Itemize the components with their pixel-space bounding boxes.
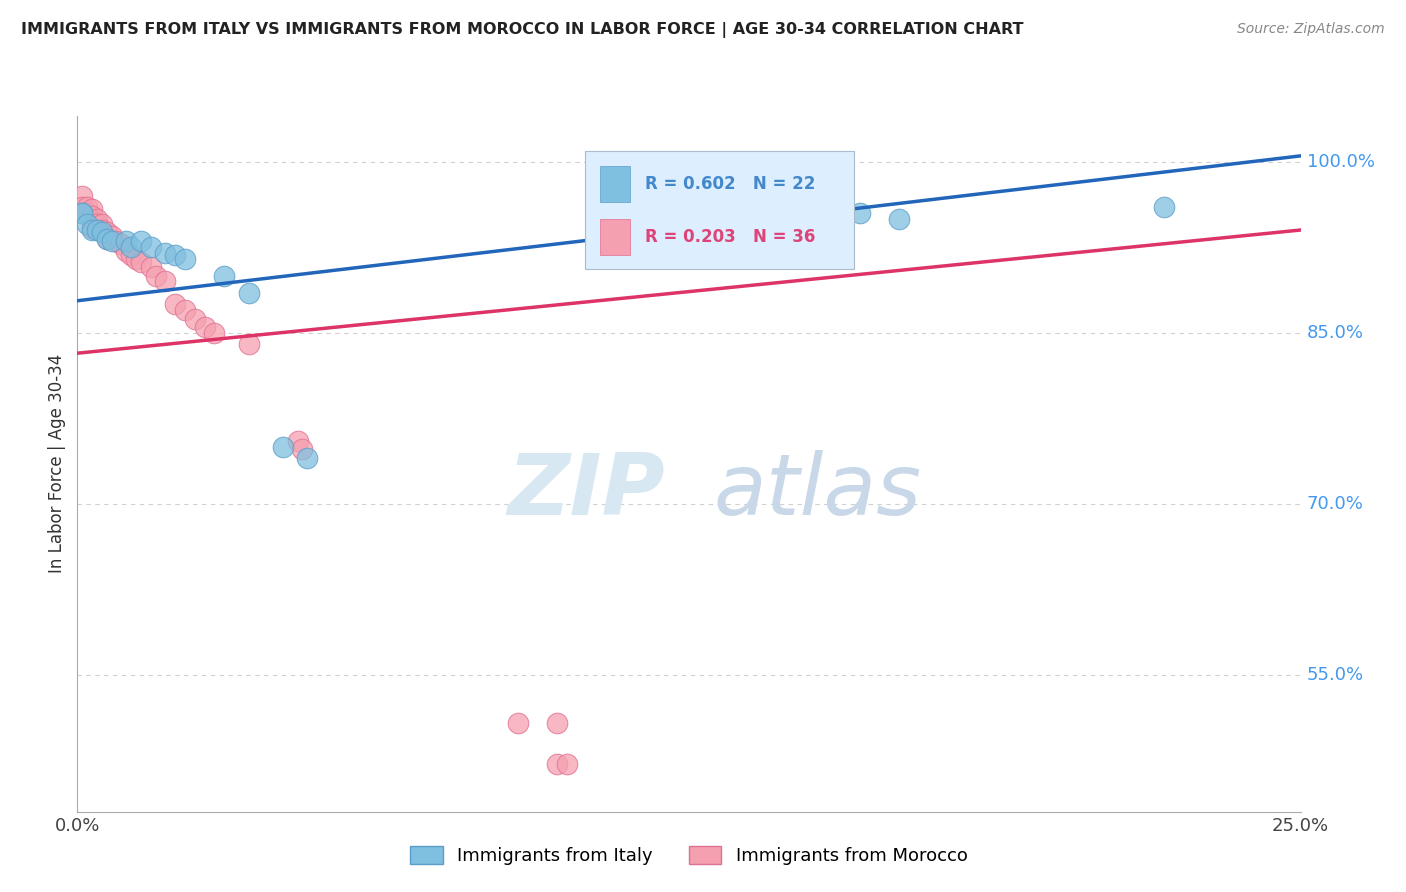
Point xyxy=(546,715,568,730)
Point xyxy=(76,217,98,231)
Point xyxy=(506,715,529,730)
Point xyxy=(297,451,319,466)
Text: 85.0%: 85.0% xyxy=(1306,324,1364,342)
Point xyxy=(139,240,162,254)
Point xyxy=(193,320,215,334)
Point xyxy=(238,337,260,351)
Point xyxy=(271,440,294,454)
Text: Source: ZipAtlas.com: Source: ZipAtlas.com xyxy=(1237,22,1385,37)
Point xyxy=(155,274,177,288)
Point xyxy=(90,217,112,231)
Point xyxy=(115,244,138,258)
Text: ZIP: ZIP xyxy=(506,450,665,533)
Point xyxy=(70,189,93,203)
Point xyxy=(86,223,108,237)
FancyBboxPatch shape xyxy=(585,151,853,269)
Point xyxy=(174,252,197,266)
Text: 55.0%: 55.0% xyxy=(1306,665,1364,684)
Point xyxy=(174,302,197,317)
Point xyxy=(202,326,225,340)
Point xyxy=(86,217,108,231)
Point xyxy=(238,285,260,300)
Point xyxy=(849,206,872,220)
Point xyxy=(100,235,122,249)
Point xyxy=(129,235,152,249)
Point xyxy=(291,442,314,456)
Point xyxy=(889,211,911,226)
Text: atlas: atlas xyxy=(713,450,921,533)
Point xyxy=(1153,200,1175,214)
Point xyxy=(80,202,103,217)
Point xyxy=(212,268,235,283)
Point xyxy=(129,255,152,269)
Point xyxy=(105,235,128,249)
Point xyxy=(115,235,138,249)
Point xyxy=(110,236,132,251)
Text: 70.0%: 70.0% xyxy=(1306,495,1364,513)
Point xyxy=(555,756,578,771)
Point xyxy=(165,248,187,262)
Point xyxy=(80,214,103,228)
Point xyxy=(100,228,122,243)
Point xyxy=(120,240,142,254)
Point xyxy=(70,206,93,220)
Point xyxy=(76,206,98,220)
Point xyxy=(70,206,93,220)
Point xyxy=(165,297,187,311)
Point xyxy=(287,434,309,448)
Point xyxy=(80,220,103,235)
Point xyxy=(76,200,98,214)
Text: R = 0.203   N = 36: R = 0.203 N = 36 xyxy=(645,228,815,246)
Point xyxy=(86,211,108,226)
Point xyxy=(96,232,118,246)
Point xyxy=(145,268,167,283)
Legend: Immigrants from Italy, Immigrants from Morocco: Immigrants from Italy, Immigrants from M… xyxy=(404,838,974,872)
Point xyxy=(70,200,93,214)
Point xyxy=(546,756,568,771)
Point xyxy=(139,260,162,274)
Bar xyxy=(599,219,630,255)
Point xyxy=(96,232,118,246)
Point xyxy=(80,210,103,224)
Text: R = 0.602   N = 22: R = 0.602 N = 22 xyxy=(645,175,815,193)
Point xyxy=(90,223,112,237)
Point xyxy=(90,225,112,239)
Point xyxy=(120,248,142,262)
Text: IMMIGRANTS FROM ITALY VS IMMIGRANTS FROM MOROCCO IN LABOR FORCE | AGE 30-34 CORR: IMMIGRANTS FROM ITALY VS IMMIGRANTS FROM… xyxy=(21,22,1024,38)
Point xyxy=(184,312,207,326)
Y-axis label: In Labor Force | Age 30-34: In Labor Force | Age 30-34 xyxy=(48,354,66,574)
Point xyxy=(96,225,118,239)
Point xyxy=(80,223,103,237)
Bar xyxy=(599,166,630,202)
Text: 100.0%: 100.0% xyxy=(1306,153,1375,170)
Point xyxy=(125,252,148,266)
Point xyxy=(155,245,177,260)
